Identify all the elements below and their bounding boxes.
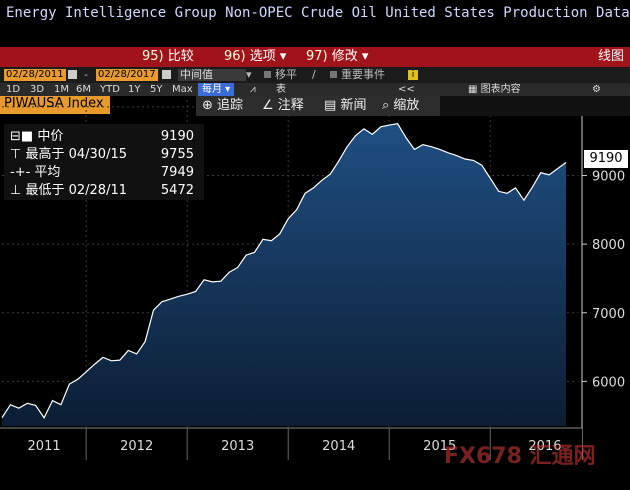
range-1m[interactable]: 1M (54, 84, 69, 95)
start-date-input[interactable]: 02/28/2011 (4, 69, 66, 81)
x-tick-label: 2016 (528, 439, 561, 454)
y-tick-label: 6000 (592, 375, 625, 390)
news-tool[interactable]: ▤ 新闻 (324, 96, 366, 116)
collapse-icon[interactable]: << (398, 84, 415, 95)
x-axis-band (0, 428, 582, 460)
checkbox-icon (330, 71, 337, 78)
calendar-icon[interactable] (68, 70, 77, 79)
chevron-down-icon: ▾ (279, 49, 287, 64)
y-tick-label: 8000 (592, 238, 625, 253)
annotate-label: 注释 (277, 98, 304, 113)
chart-icon: ▦ (468, 84, 478, 95)
edit-menu-label: 修改 (331, 49, 358, 64)
price-type-select[interactable]: 中间值 (178, 69, 246, 81)
range-5y[interactable]: 5Y (150, 84, 163, 95)
edit-menu[interactable]: 97) 修改 ▾ (306, 47, 368, 67)
range-ytd[interactable]: YTD (100, 84, 120, 95)
pencil-icon: ∠ (262, 98, 274, 113)
last-value-badge: 9190 (584, 150, 628, 168)
news-label: 新闻 (340, 98, 367, 113)
gear-icon[interactable]: ⚙ (592, 84, 601, 95)
magnifier-icon: ⌕ (382, 98, 390, 113)
legend-high-label: ⊤ 最高于 04/30/15 (10, 147, 127, 162)
legend-average-value: 7949 (160, 165, 194, 180)
x-tick-label: 2012 (120, 439, 153, 454)
watermark-logo: FX678 汇通网 (444, 444, 596, 469)
range-max[interactable]: Max (172, 84, 193, 95)
zoom-tool[interactable]: ⌕ 缩放 (382, 96, 419, 116)
chart-content-button[interactable]: ▦ 图表内容 (468, 83, 521, 96)
smooth-label: 移平 (275, 68, 297, 81)
compare-menu-label: 比较 (167, 49, 194, 64)
compare-menu-number: 95) (142, 49, 164, 64)
checkbox-icon (264, 71, 271, 78)
table-view-button[interactable]: 表 (276, 84, 286, 95)
x-tick-label: 2014 (322, 439, 355, 454)
pen-icon[interactable]: / (312, 68, 316, 81)
compare-menu[interactable]: 95) 比较 (142, 47, 194, 67)
date-range-row: 02/28/2011 - 02/28/2017 中间值 ▾ 移平 / 重要事件 … (0, 67, 630, 83)
legend-current-label: ⊟■ 中价 (10, 129, 64, 144)
chevron-down-icon: ▾ (361, 49, 369, 64)
range-1d[interactable]: 1D (6, 84, 21, 95)
chart-area[interactable]: 6000700080009000100002011201220132014201… (0, 96, 630, 490)
end-date-input[interactable]: 02/28/2017 (96, 69, 158, 81)
track-tool[interactable]: ⊕ 追踪 (202, 96, 243, 116)
date-separator: - (84, 68, 88, 81)
smooth-toggle[interactable]: 移平 (264, 67, 297, 83)
legend-high-value: 9755 (160, 147, 194, 162)
window-title: Energy Intelligence Group Non-OPEC Crude… (0, 0, 630, 26)
range-6m[interactable]: 6M (76, 84, 91, 95)
zoom-label: 缩放 (393, 98, 420, 113)
toolbar-filler (440, 96, 630, 116)
frequency-label: 每月 (202, 84, 222, 95)
edit-menu-number: 97) (306, 49, 328, 64)
chart-legend: ⊟■ 中价 9190 ⊤ 最高于 04/30/15 9755 -+- 平均 79… (4, 124, 204, 200)
legend-current-value: 9190 (160, 129, 194, 144)
events-label: 重要事件 (341, 68, 385, 81)
news-icon: ▤ (324, 98, 337, 113)
x-tick-label: 2011 (28, 439, 61, 454)
price-type-chevron-icon[interactable]: ▾ (246, 68, 252, 81)
track-label: 追踪 (217, 98, 244, 113)
legend-average-label: -+- 平均 (10, 165, 61, 180)
chart-type-menu[interactable]: 线图 (597, 49, 624, 64)
x-tick-label: 2015 (423, 439, 456, 454)
series-area (2, 123, 566, 427)
legend-low-value: 5472 (160, 183, 194, 198)
options-menu-number: 96) (224, 49, 246, 64)
range-3d[interactable]: 3D (30, 84, 45, 95)
frequency-select[interactable]: 每月 ▾ (198, 83, 235, 96)
range-selector-row: 1D 3D 1M 6M YTD 1Y 5Y Max 每月 ▾ ⩘ 表 << ▦ … (0, 83, 630, 96)
chart-content-label: 图表内容 (480, 84, 521, 95)
options-menu-label: 选项 (249, 49, 276, 64)
legend-low-label: ⊥ 最低于 02/28/11 (10, 183, 127, 198)
line-chart-icon[interactable]: ⩘ (250, 84, 256, 95)
range-1y[interactable]: 1Y (128, 84, 141, 95)
series-line (1, 123, 567, 419)
function-menubar: PIWAUSA Index 95) 比较 96) 选项 ▾ 97) 修改 ▾ 线… (0, 47, 630, 114)
y-tick-label: 9000 (592, 169, 625, 184)
info-icon[interactable]: i (408, 70, 418, 80)
crosshair-icon: ⊕ (202, 98, 213, 113)
x-tick-label: 2013 (221, 439, 254, 454)
y-tick-label: 7000 (592, 307, 625, 322)
annotate-tool[interactable]: ∠ 注释 (262, 96, 304, 116)
options-menu[interactable]: 96) 选项 ▾ (224, 47, 286, 67)
chart-toolbar: ⊕ 追踪 ∠ 注释 ▤ 新闻 ⌕ 缩放 (196, 96, 440, 116)
calendar-icon[interactable] (162, 70, 171, 79)
events-toggle[interactable]: 重要事件 (330, 67, 385, 83)
